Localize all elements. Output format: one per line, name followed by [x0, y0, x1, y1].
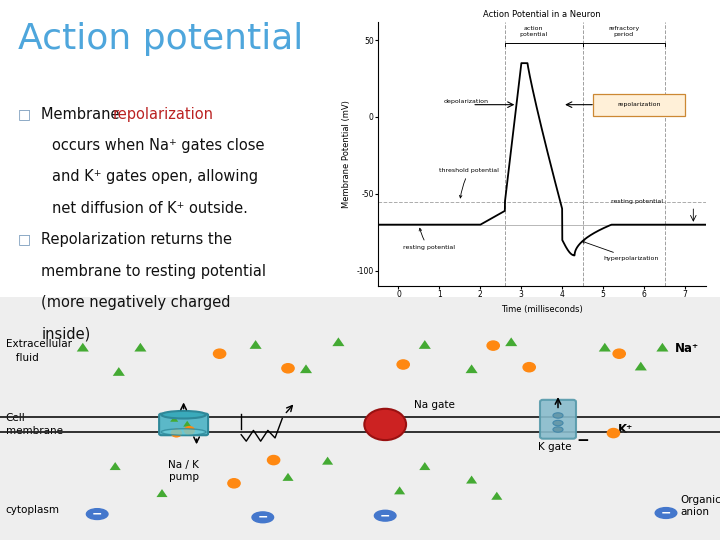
Text: refractory
period: refractory period	[608, 26, 639, 37]
Text: K gate: K gate	[538, 442, 571, 452]
Text: −: −	[380, 509, 390, 522]
Text: Na / K
pump: Na / K pump	[168, 460, 199, 482]
Ellipse shape	[161, 411, 206, 418]
Text: depolarization: depolarization	[444, 99, 489, 104]
Text: Na⁺: Na⁺	[675, 342, 700, 355]
Text: □: □	[18, 232, 31, 246]
Polygon shape	[300, 364, 312, 373]
Text: □: □	[18, 107, 31, 121]
Text: −: −	[258, 511, 268, 524]
Text: repolarization: repolarization	[113, 107, 214, 122]
Text: Cell
membrane: Cell membrane	[6, 413, 63, 436]
Polygon shape	[183, 421, 192, 427]
Circle shape	[228, 478, 240, 488]
Ellipse shape	[655, 508, 677, 518]
Text: action
potential: action potential	[520, 26, 548, 37]
Text: and K⁺ gates open, allowing: and K⁺ gates open, allowing	[53, 170, 258, 185]
Ellipse shape	[374, 510, 396, 521]
Ellipse shape	[86, 509, 108, 519]
Circle shape	[523, 363, 535, 372]
Text: membrane to resting potential: membrane to resting potential	[42, 264, 266, 279]
Text: net diffusion of K⁺ outside.: net diffusion of K⁺ outside.	[53, 201, 248, 215]
Ellipse shape	[553, 427, 563, 432]
Text: Action potential: Action potential	[18, 23, 303, 57]
Text: Na gate: Na gate	[414, 400, 455, 410]
Polygon shape	[491, 492, 503, 500]
Circle shape	[267, 455, 280, 464]
Circle shape	[613, 349, 625, 359]
Text: resting potential: resting potential	[402, 228, 454, 250]
X-axis label: Time (milliseconds): Time (milliseconds)	[501, 305, 582, 314]
Polygon shape	[466, 476, 477, 484]
Ellipse shape	[161, 429, 206, 435]
Text: resting potential: resting potential	[611, 199, 663, 204]
Polygon shape	[505, 338, 517, 346]
Polygon shape	[657, 343, 668, 352]
Polygon shape	[419, 340, 431, 349]
Text: Membrane: Membrane	[42, 107, 125, 122]
Text: −: −	[661, 507, 671, 519]
Polygon shape	[77, 343, 89, 352]
Ellipse shape	[364, 409, 406, 440]
Polygon shape	[333, 338, 344, 346]
Text: −: −	[577, 433, 590, 448]
Polygon shape	[322, 457, 333, 464]
Circle shape	[213, 349, 226, 359]
Ellipse shape	[553, 420, 563, 426]
FancyBboxPatch shape	[593, 94, 685, 116]
Ellipse shape	[252, 512, 274, 523]
Circle shape	[184, 427, 194, 434]
Circle shape	[171, 429, 181, 437]
Text: threshold potential: threshold potential	[439, 168, 499, 198]
Text: repolarization: repolarization	[617, 102, 661, 107]
Polygon shape	[113, 367, 125, 376]
Polygon shape	[109, 462, 121, 470]
Text: Organic: Organic	[680, 495, 720, 505]
Polygon shape	[466, 364, 477, 373]
Text: K⁺: K⁺	[618, 423, 633, 436]
Text: hyperpolarization: hyperpolarization	[582, 241, 659, 261]
Circle shape	[487, 341, 500, 350]
Polygon shape	[282, 473, 294, 481]
Text: cytoplasm: cytoplasm	[6, 505, 60, 515]
FancyBboxPatch shape	[540, 400, 576, 438]
Polygon shape	[394, 487, 405, 495]
Polygon shape	[419, 462, 431, 470]
Ellipse shape	[553, 413, 563, 418]
Circle shape	[282, 364, 294, 373]
Text: occurs when Na⁺ gates close: occurs when Na⁺ gates close	[53, 138, 265, 153]
Text: inside): inside)	[42, 326, 91, 341]
Text: anion: anion	[680, 507, 709, 517]
Y-axis label: Membrane Potential (mV): Membrane Potential (mV)	[342, 100, 351, 208]
Circle shape	[397, 360, 409, 369]
Polygon shape	[170, 416, 179, 422]
Text: Extracellular
   fluid: Extracellular fluid	[6, 340, 72, 362]
Polygon shape	[135, 343, 146, 352]
Polygon shape	[635, 362, 647, 370]
Title: Action Potential in a Neuron: Action Potential in a Neuron	[483, 10, 600, 19]
Polygon shape	[250, 340, 261, 349]
Text: Repolarization returns the: Repolarization returns the	[42, 232, 233, 247]
Circle shape	[607, 429, 619, 437]
Text: (more negatively charged: (more negatively charged	[42, 295, 231, 310]
Text: −: −	[92, 508, 102, 521]
Polygon shape	[156, 489, 168, 497]
FancyBboxPatch shape	[159, 414, 208, 435]
Polygon shape	[599, 343, 611, 352]
